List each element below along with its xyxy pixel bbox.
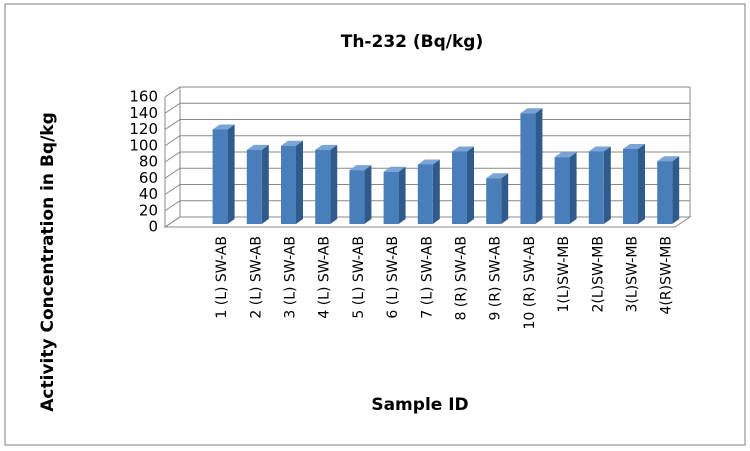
bar-top: [486, 173, 509, 179]
bar-side: [501, 173, 509, 224]
bar-side: [432, 159, 440, 224]
bar-top: [281, 140, 303, 146]
grid-line: [164, 216, 690, 228]
x-tick-label: 2(L)SW-MB: [590, 236, 606, 313]
bar-top: [520, 108, 543, 114]
grid-line: [164, 135, 690, 147]
y-tick-label: 160: [129, 88, 158, 106]
grid-line: [164, 200, 690, 212]
bar-top: [623, 144, 645, 149]
bar-side: [330, 144, 338, 224]
bar: [212, 129, 228, 224]
bar: [383, 171, 399, 224]
x-tick-label: 8 (R) SW-AB: [454, 236, 470, 321]
x-tick-label: 4 (L) SW-AB: [317, 236, 333, 319]
bar: [246, 149, 262, 224]
bar: [281, 145, 296, 224]
x-tick-label: 1 (L) SW-AB: [214, 236, 230, 319]
bar-side: [672, 156, 680, 224]
bar-top: [246, 144, 269, 150]
bar-side: [227, 124, 235, 224]
bar-top: [554, 152, 577, 158]
bar-side: [569, 152, 577, 224]
bar-top: [417, 159, 440, 165]
y-tick-label: 120: [129, 120, 158, 138]
bar: [452, 151, 467, 224]
bar-side: [364, 165, 372, 224]
x-tick-label: 3 (L) SW-AB: [283, 236, 299, 319]
grid-line: [164, 86, 690, 98]
y-tick-label: 140: [129, 104, 158, 122]
bar: [486, 178, 502, 224]
y-tick-label: 100: [129, 136, 158, 154]
bar-side: [535, 108, 543, 224]
x-tick-label: 7 (L) SW-AB: [419, 236, 435, 319]
x-axis-title: Sample ID: [371, 395, 468, 415]
x-tick-label: 5 (L) SW-AB: [351, 236, 367, 319]
x-tick-label: 6 (L) SW-AB: [385, 236, 401, 319]
bar: [623, 149, 638, 224]
bar-side: [603, 146, 611, 224]
bar-side: [398, 166, 406, 224]
bar: [554, 157, 570, 224]
bar-side: [467, 146, 474, 224]
bar-top: [315, 144, 338, 150]
chart-title: Th-232 (Bq/kg): [341, 32, 484, 52]
bar-top: [349, 165, 372, 171]
x-tick-label: 4(R)SW-MB: [659, 236, 675, 314]
bar: [520, 113, 536, 224]
bar-top: [452, 146, 474, 152]
bar-top: [657, 156, 680, 162]
x-tick-label: 9 (R) SW-AB: [488, 236, 504, 321]
x-tick-label: 2 (L) SW-AB: [248, 236, 264, 319]
grid-line: [164, 102, 690, 114]
bar-top: [588, 146, 611, 152]
bar-side: [261, 144, 269, 224]
grid-line: [164, 151, 690, 163]
bar-top: [212, 124, 235, 130]
y-tick-label: 40: [139, 185, 158, 203]
y-tick-label: 80: [139, 153, 158, 171]
bar-top: [383, 166, 406, 172]
grid-line: [164, 184, 690, 195]
bar: [588, 151, 604, 224]
bar: [315, 149, 331, 224]
grid-line: [164, 119, 690, 130]
x-tick-label: 1(L)SW-MB: [556, 236, 572, 313]
x-tick-label: 10 (R) SW-AB: [522, 236, 538, 329]
bar: [417, 164, 433, 224]
y-tick-label: 60: [139, 169, 158, 187]
y-axis-title: Activity Concentration in Bq/kg: [38, 112, 58, 411]
bar: [349, 170, 365, 224]
grid-line: [164, 167, 690, 179]
bar: [657, 161, 673, 224]
bar-side: [638, 144, 645, 224]
y-tick-label: 20: [139, 201, 158, 219]
x-tick-label: 3(L)SW-MB: [625, 236, 641, 313]
y-tick-label: 0: [148, 218, 158, 236]
bar-side: [296, 140, 303, 224]
